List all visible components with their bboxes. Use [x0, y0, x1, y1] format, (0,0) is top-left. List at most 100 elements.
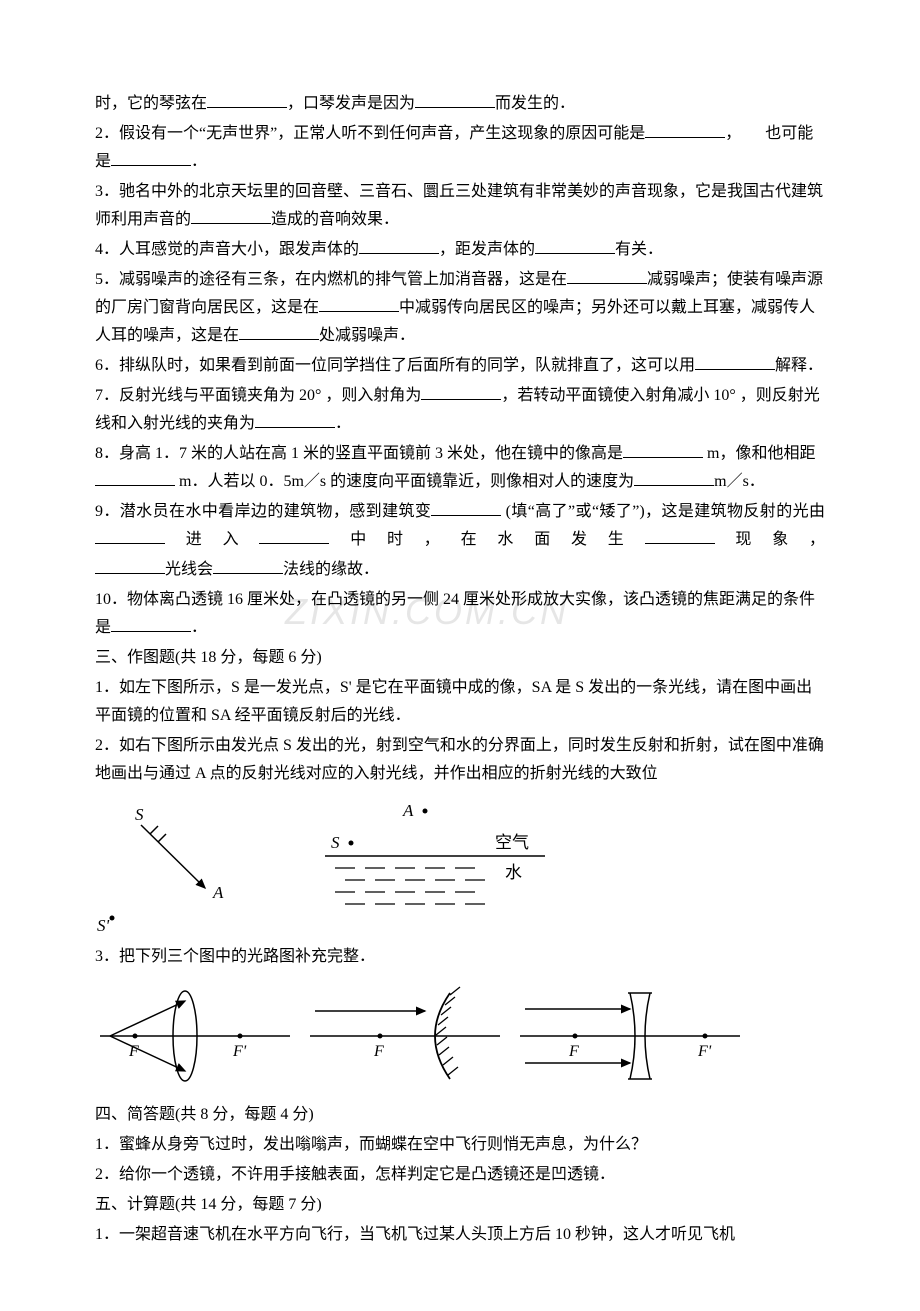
label-F3: F — [568, 1043, 579, 1060]
q6-line: 6．排纵队时，如果看到前面一位同学挡住了后面所有的同学，队就排直了，这可以用 解释… — [95, 352, 825, 380]
q5-text-d: 处减弱噪声． — [319, 327, 415, 344]
q4-text-a: 4．人耳感觉的声音大小，跟发声体的 — [95, 241, 359, 258]
focus-F2 — [378, 1034, 383, 1039]
label-A: A — [212, 883, 224, 902]
s3q1-text: 1．如左下图所示，S 是一发光点，S' 是它在平面镜中成的像，SA 是 S 发出… — [95, 674, 825, 730]
s3q3-text: 3．把下列三个图中的光路图补充完整． — [95, 943, 825, 971]
page-wrap: ZIXIN.COM.CN 时，它的琴弦在，口琴发声是因为而发生的． 2．假设有一… — [95, 90, 825, 1249]
blank — [259, 528, 329, 544]
blank — [207, 92, 287, 108]
q8-line: 8．身高 1．7 米的人站在高 1 米的竖直平面镜前 3 米处，他在镜中的像高是… — [95, 440, 825, 496]
q6-text-a: 6．排纵队时，如果看到前面一位同学挡住了后面所有的同学，队就排直了，这可以用 — [95, 357, 695, 374]
q2-line: 2．假设有一个“无声世界”，正常人听不到任何声音，产生这现象的原因可能是， 也可… — [95, 120, 825, 176]
blank — [213, 558, 283, 574]
blank — [645, 122, 725, 138]
q1-text-c: 而发生的． — [495, 95, 575, 112]
figure-concave-mirror: F — [305, 981, 505, 1091]
focus-F — [133, 1034, 138, 1039]
q1-text-b: ，口琴发声是因为 — [287, 95, 415, 112]
q7-line: 7．反射光线与平面镜夹角为 20° ，则入射角为，若转动平面镜使入射角减小 10… — [95, 382, 825, 438]
q8-text-c: m．人若以 0．5m／s 的速度向平面镜靠近，则像相对人的速度为 — [175, 473, 634, 490]
section-3-header: 三、作图题(共 18 分，每题 6 分) — [95, 644, 825, 672]
q10-line: 10．物体离凸透镜 16 厘米处，在凸透镜的另一侧 24 厘米处形成放大实像，该… — [95, 586, 825, 642]
figure-mirror-diagram: S A S' — [95, 798, 265, 933]
label-S2: S — [331, 833, 340, 852]
blank — [421, 384, 501, 400]
s5q1-text: 1．一架超音速飞机在水平方向飞行，当飞机飞过某人头顶上方后 10 秒钟，这人才听… — [95, 1221, 825, 1249]
section-5-header: 五、计算题(共 14 分，每题 7 分) — [95, 1191, 825, 1219]
q3-text-b: 造成的音响效果． — [271, 211, 399, 228]
q9-text-d: 中时，在水面发生 — [329, 531, 644, 548]
blank — [111, 616, 191, 632]
blank — [239, 324, 319, 340]
label-S: S — [135, 805, 144, 824]
label-Sp: S' — [97, 916, 110, 933]
focus-F3 — [573, 1034, 578, 1039]
q9-line2: 光线会 法线的缘故． — [95, 556, 825, 584]
water-dashes — [335, 868, 485, 904]
q1-line: 时，它的琴弦在 ，口琴发声是因为 而发生的． — [95, 90, 825, 118]
point-A2 — [423, 809, 428, 814]
blank — [95, 528, 165, 544]
blank — [535, 238, 615, 254]
blank — [645, 528, 715, 544]
blank — [567, 268, 647, 284]
figure-convex-lens: F F' — [95, 981, 295, 1091]
blank — [623, 442, 703, 458]
label-Fp: F' — [232, 1043, 247, 1060]
q9-text-g: 法线的缘故． — [283, 561, 379, 578]
blank — [95, 470, 175, 486]
s4q1-text: 1．蜜蜂从身旁飞过时，发出嗡嗡声，而蝴蝶在空中飞行则悄无声息，为什么？ — [95, 1131, 825, 1159]
q2-text-a: 2．假设有一个“无声世界”，正常人听不到任何声音，产生这现象的原因可能是 — [95, 125, 645, 142]
q6-text-b: 解释． — [775, 357, 823, 374]
blank — [359, 238, 439, 254]
ray-tail — [150, 826, 158, 834]
blank — [431, 500, 501, 516]
q9-text-a: 9．潜水员在水中看岸边的建筑物，感到建筑变 — [95, 503, 431, 520]
figure-row-2: F F' F — [95, 981, 825, 1091]
q7-text-c: ． — [335, 415, 351, 432]
q9-text-c: 进入 — [165, 531, 259, 548]
q8-text-d: m／s． — [714, 473, 765, 490]
q7-text-a: 7．反射光线与平面镜夹角为 20° ，则入射角为 — [95, 387, 421, 404]
q4-text-c: 有关． — [615, 241, 663, 258]
label-Fp3: F' — [697, 1043, 712, 1060]
q5-text-a: 5．减弱噪声的途径有三条，在内燃机的排气管上加消音器，这是在 — [95, 271, 567, 288]
figure-concave-lens: F F' — [515, 981, 745, 1091]
s3q2-text: 2．如右下图所示由发光点 S 发出的光，射到空气和水的分界面上，同时发生反射和折… — [95, 732, 825, 788]
q8-text-b: m，像和他相距 — [703, 445, 815, 462]
focus-Fp3 — [703, 1034, 708, 1039]
point-S2 — [349, 841, 354, 846]
label-F2: F — [373, 1043, 384, 1060]
focus-Fp — [238, 1034, 243, 1039]
figure-refraction-diagram: A S 空气 水 — [305, 798, 565, 933]
point-Sp — [110, 916, 115, 921]
q1-text-a: 时，它的琴弦在 — [95, 95, 207, 112]
q2-text-c: ． — [191, 153, 207, 170]
label-F: F — [128, 1043, 139, 1060]
blank — [695, 354, 775, 370]
blank — [111, 150, 191, 166]
q3-line: 3．驰名中外的北京天坛里的回音壁、三音石、圜丘三处建筑有非常美妙的声音现象，它是… — [95, 178, 825, 234]
q9-line: 9．潜水员在水中看岸边的建筑物，感到建筑变 (填“高了”或“矮了”)，这是建筑物… — [95, 498, 825, 554]
q4-text-b: ，距发声体的 — [439, 241, 535, 258]
content-body: 时，它的琴弦在 ，口琴发声是因为 而发生的． 2．假设有一个“无声世界”，正常人听不… — [95, 90, 825, 1249]
label-air: 空气 — [495, 833, 529, 852]
s4q2-text: 2．给你一个透镜，不许用手接触表面，怎样判定它是凸透镜还是凹透镜． — [95, 1161, 825, 1189]
blank — [319, 296, 399, 312]
q10-text-b: ． — [191, 619, 207, 636]
q9-text-f: 光线会 — [165, 561, 213, 578]
section-4-header: 四、简答题(共 8 分，每题 4 分) — [95, 1101, 825, 1129]
blank — [634, 470, 714, 486]
figure-row-1: S A S' A S 空气 水 — [95, 798, 825, 933]
q9-text-b: (填“高了”或“矮了”)，这是建筑物反射的光由 — [501, 503, 825, 520]
blank — [191, 208, 271, 224]
ray-tail2 — [158, 834, 166, 842]
label-water: 水 — [505, 863, 522, 882]
q5-line: 5．减弱噪声的途径有三条，在内燃机的排气管上加消音器，这是在减弱噪声；使装有噪声… — [95, 266, 825, 350]
q4-line: 4．人耳感觉的声音大小，跟发声体的 ，距发声体的 有关． — [95, 236, 825, 264]
q9-text-e: 现象， — [715, 531, 825, 548]
q8-text-a: 8．身高 1．7 米的人站在高 1 米的竖直平面镜前 3 米处，他在镜中的像高是 — [95, 445, 623, 462]
blank — [255, 412, 335, 428]
blank — [95, 558, 165, 574]
